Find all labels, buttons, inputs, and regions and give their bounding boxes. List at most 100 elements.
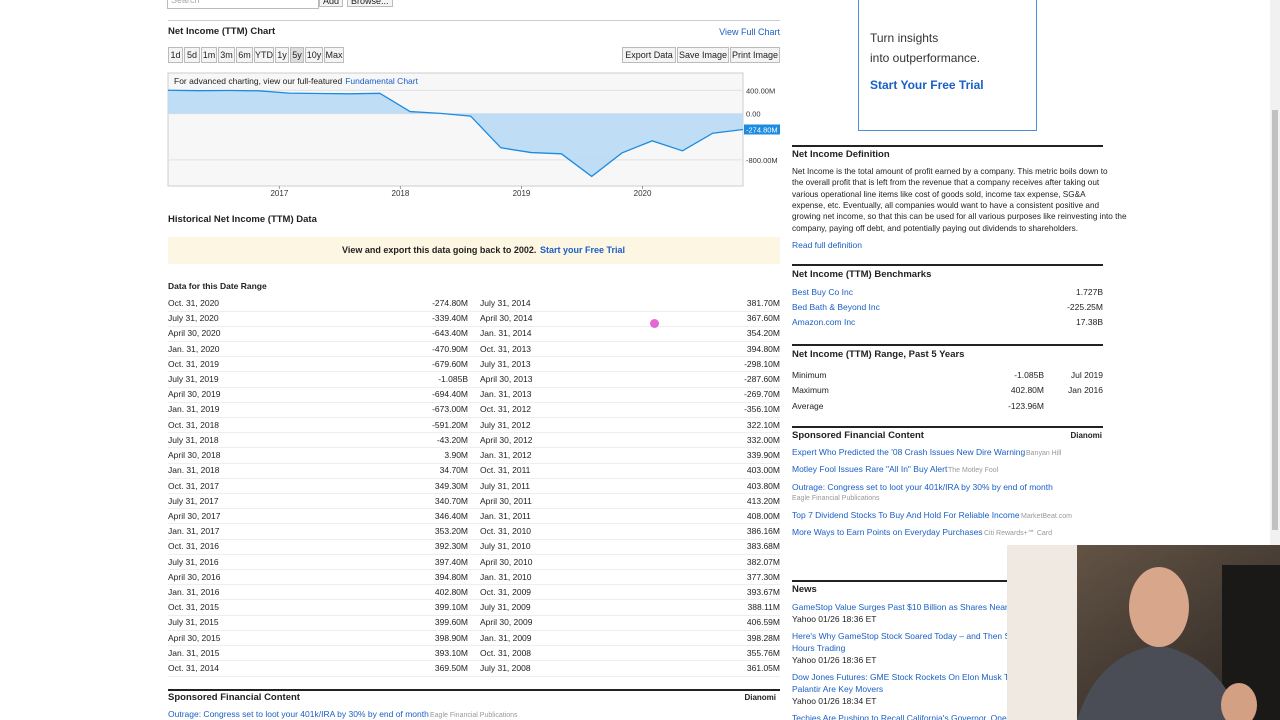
date-cell: July 31, 2010 xyxy=(480,541,531,552)
history-title: Historical Net Income (TTM) Data xyxy=(168,214,317,225)
date-cell: Jan. 31, 2011 xyxy=(480,510,531,521)
range-button[interactable]: 3m xyxy=(218,47,235,63)
benchmark-value: 1.727B xyxy=(1076,287,1103,297)
value-cell: 34.70M xyxy=(439,465,468,476)
scrollbar[interactable] xyxy=(1270,0,1280,720)
sponsored-source: Banyan Hill xyxy=(1026,450,1062,457)
range-name: Maximum xyxy=(792,385,829,396)
action-button[interactable]: Save Image xyxy=(677,47,729,63)
news-link[interactable]: Techies Are Pushing to Recall California… xyxy=(792,713,1022,720)
add-button[interactable]: Add xyxy=(319,0,344,7)
search-box[interactable] xyxy=(167,0,319,9)
value-cell: 413.20M xyxy=(746,495,780,506)
date-cell: Jan. 31, 2014 xyxy=(480,328,532,339)
x-tick-label: 2017 xyxy=(270,189,288,198)
sponsored-link[interactable]: Top 7 Dividend Stocks To Buy And Hold Fo… xyxy=(792,510,1020,520)
banner-link[interactable]: Start your Free Trial xyxy=(540,245,626,255)
date-cell: July 31, 2009 xyxy=(480,602,531,613)
date-cell: July 31, 2012 xyxy=(480,419,531,430)
rule xyxy=(792,145,1103,147)
sponsored-link[interactable]: Motley Fool Issues Rare "All In" Buy Ale… xyxy=(792,464,948,474)
date-cell: July 31, 2013 xyxy=(480,358,531,369)
date-cell: Jan. 31, 2017 xyxy=(168,526,220,537)
value-cell: 394.80M xyxy=(434,571,468,582)
range-button[interactable]: 10y xyxy=(305,47,323,63)
action-button[interactable]: Print Image xyxy=(730,47,780,63)
action-button[interactable]: Export Data xyxy=(622,47,676,63)
row-divider xyxy=(168,538,780,540)
value-cell: -679.60M xyxy=(432,358,468,369)
sponsored-link[interactable]: Outrage: Congress set to loot your 401k/… xyxy=(792,482,1053,492)
news-link[interactable]: Palantir Are Key Movers xyxy=(792,684,884,694)
view-full-chart[interactable]: View Full Chart xyxy=(719,27,780,37)
value-cell: 367.60M xyxy=(746,313,780,324)
sponsored-link[interactable]: Expert Who Predicted the '08 Crash Issue… xyxy=(792,447,1026,457)
date-cell: Oct. 31, 2012 xyxy=(480,404,532,415)
value-cell: -287.60M xyxy=(744,374,780,385)
date-cell: Oct. 31, 2013 xyxy=(480,343,532,354)
benchmark-name[interactable]: Bed Bath & Beyond Inc xyxy=(792,302,880,312)
benchmark-name[interactable]: Best Buy Co Inc xyxy=(792,287,853,297)
definition-link[interactable]: Read full definition xyxy=(792,240,862,250)
row-divider xyxy=(168,553,780,555)
rule xyxy=(168,689,780,691)
value-cell: 399.10M xyxy=(434,602,468,613)
definition-text: various operational line items like cost… xyxy=(792,189,1086,199)
row-divider xyxy=(168,645,780,647)
range-button[interactable]: Max xyxy=(324,47,344,63)
row-divider xyxy=(168,416,780,418)
banner xyxy=(168,237,780,264)
value-cell: 386.16M xyxy=(746,526,780,537)
date-cell: Jan. 31, 2019 xyxy=(168,404,220,415)
value-cell: 361.05M xyxy=(746,663,780,674)
browse-button[interactable]: Browse... xyxy=(347,0,393,7)
range-button[interactable]: 1m xyxy=(201,47,217,63)
date-cell: July 31, 2011 xyxy=(480,480,530,491)
row-divider xyxy=(168,599,780,601)
scroll-thumb[interactable] xyxy=(1272,110,1278,530)
date-cell: Jan. 31, 2016 xyxy=(168,586,220,597)
ad-line: Turn insights xyxy=(870,31,939,45)
sponsored-link[interactable]: Outrage: Congress set to loot your 401k/… xyxy=(168,709,429,719)
search-placeholder: Search xyxy=(171,0,200,5)
ad-cta[interactable]: Start Your Free Trial xyxy=(870,78,984,92)
value-cell: 355.76M xyxy=(746,647,780,658)
value-cell: 382.07M xyxy=(746,556,780,567)
date-cell: April 30, 2011 xyxy=(480,495,532,506)
sponsored-link[interactable]: More Ways to Earn Points on Everyday Pur… xyxy=(792,527,983,537)
value-cell: 393.10M xyxy=(434,647,468,658)
date-cell: April 30, 2010 xyxy=(480,556,533,567)
range-button[interactable]: 6m xyxy=(236,47,253,63)
range-label: Data for this Date Range xyxy=(168,281,267,291)
date-cell: April 30, 2009 xyxy=(480,617,533,628)
y-tick-label: -800.00M xyxy=(746,156,778,165)
benchmark-name[interactable]: Amazon.com Inc xyxy=(792,317,856,327)
row-divider xyxy=(168,493,780,495)
range-name: Average xyxy=(792,400,824,411)
news-link[interactable]: Hours Trading xyxy=(792,643,846,653)
sponsor-brand: Dianomi xyxy=(1070,431,1102,440)
date-cell: Oct. 31, 2009 xyxy=(480,586,532,597)
chart-note-link[interactable]: Fundamental Chart xyxy=(345,76,418,86)
date-cell: Jan. 31, 2015 xyxy=(168,647,220,658)
value-cell: 398.90M xyxy=(434,632,468,643)
range-button[interactable]: 5d xyxy=(184,47,200,63)
section-title: News xyxy=(792,584,817,595)
sponsored-source: Eagle Financial Publications xyxy=(430,712,518,719)
news-link[interactable]: Here's Why GameStop Stock Soared Today –… xyxy=(792,631,1023,641)
range-button[interactable]: 1y xyxy=(275,47,289,63)
news-link[interactable]: Dow Jones Futures: GME Stock Rockets On … xyxy=(792,672,1025,682)
date-cell: April 30, 2014 xyxy=(480,313,533,324)
value-cell: 383.68M xyxy=(746,541,780,552)
row-divider xyxy=(168,340,780,342)
range-button[interactable]: 5y xyxy=(290,47,304,63)
shirt xyxy=(1077,645,1242,720)
news-link[interactable]: GameStop Value Surges Past $10 Billion a… xyxy=(792,602,1023,612)
value-cell: 332.00M xyxy=(746,434,780,445)
x-tick-label: 2019 xyxy=(513,189,531,198)
range-button[interactable]: YTD xyxy=(254,47,274,63)
range-button[interactable]: 1d xyxy=(168,47,183,63)
rule xyxy=(168,20,780,21)
sponsored-source: Citi Rewards+℠ Card xyxy=(984,530,1053,537)
video-overlay xyxy=(1007,545,1280,720)
